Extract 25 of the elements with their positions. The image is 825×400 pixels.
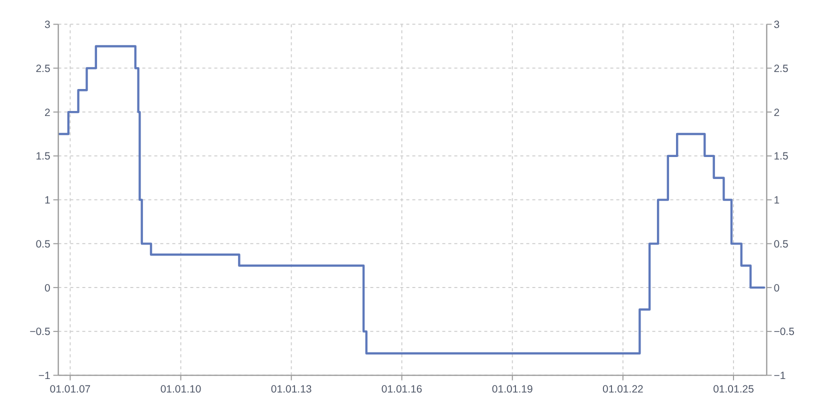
- x-tick-label: 01.01.13: [270, 383, 312, 396]
- y2-tick-label: 1: [774, 194, 780, 207]
- x-tick-label: 01.01.25: [713, 383, 754, 396]
- y2-tick-label: 0.5: [774, 238, 788, 250]
- x-tick-label: 01.01.19: [492, 383, 533, 396]
- y2-tick-label: −1: [774, 370, 786, 382]
- x-tick-label: 01.01.22: [602, 383, 644, 396]
- y-tick-label: 2: [44, 106, 50, 119]
- y2-tick-label: 0: [774, 282, 780, 294]
- y2-tick-label: 1.5: [774, 150, 788, 163]
- y2-tick-label: −0.5: [774, 326, 795, 338]
- y-tick-label: 2.5: [36, 62, 50, 75]
- y2-tick-label: 2: [774, 106, 780, 119]
- y-tick-label: −1: [38, 370, 50, 382]
- x-tick-label: 01.01.07: [50, 383, 91, 396]
- x-tick-label: 01.01.10: [160, 383, 202, 396]
- y-tick-label: 0.5: [36, 238, 50, 250]
- y-tick-label: 1: [44, 194, 50, 207]
- y2-tick-label: 2.5: [774, 62, 788, 75]
- y2-tick-label: 3: [774, 19, 780, 32]
- y-tick-label: 3: [44, 19, 50, 32]
- y-tick-label: 1.5: [36, 150, 50, 163]
- x-tick-label: 01.01.16: [381, 383, 422, 396]
- y-tick-label: 0: [44, 282, 50, 294]
- y-tick-label: −0.5: [30, 326, 50, 338]
